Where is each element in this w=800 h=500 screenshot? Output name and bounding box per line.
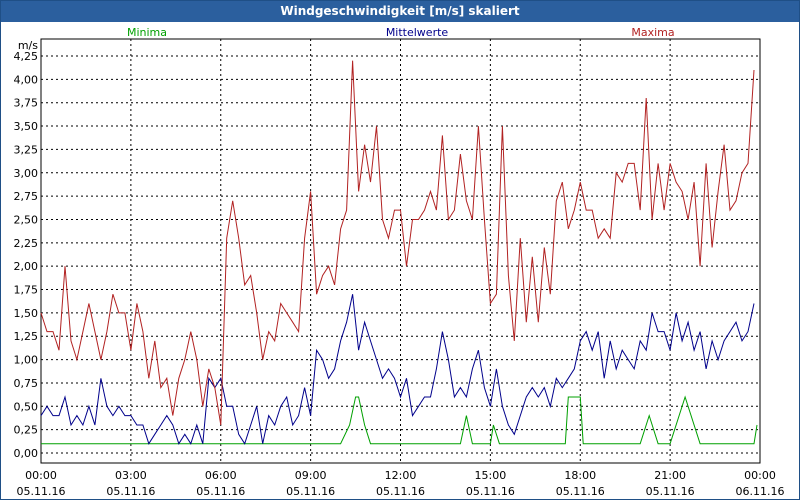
- x-tick-date: 06.11.16: [736, 485, 785, 498]
- x-tick-time: 12:00: [385, 469, 417, 482]
- y-tick-label: 2,50: [14, 213, 39, 226]
- x-tick-date: 05.11.16: [196, 485, 245, 498]
- x-tick-date: 05.11.16: [646, 485, 695, 498]
- chart-title: Windgeschwindigkeit [m/s] skaliert: [1, 1, 799, 22]
- x-tick-time: 18:00: [564, 469, 596, 482]
- y-tick-label: 0,50: [14, 400, 39, 413]
- x-tick-date: 05.11.16: [106, 485, 155, 498]
- y-tick-label: 1,00: [14, 354, 39, 367]
- y-axis-label: m/s: [18, 39, 38, 52]
- y-tick-label: 2,25: [14, 237, 39, 250]
- y-tick-label: 1,25: [14, 330, 39, 343]
- y-tick-label: 0,25: [14, 424, 39, 437]
- x-tick-time: 09:00: [295, 469, 327, 482]
- y-tick-label: 0,00: [14, 447, 39, 460]
- y-tick-label: 1,75: [14, 284, 39, 297]
- y-tick-label: 4,00: [14, 73, 39, 86]
- legend-maxima: Maxima: [631, 26, 674, 39]
- series-line-minima: [41, 395, 758, 445]
- legend-minima: Minima: [127, 26, 167, 39]
- y-tick-label: 3,50: [14, 120, 39, 133]
- y-tick-label: 2,00: [14, 260, 39, 273]
- y-tick-label: 2,75: [14, 190, 39, 203]
- x-tick-date: 05.11.16: [17, 485, 66, 498]
- x-tick-time: 03:00: [115, 469, 147, 482]
- series-line-mittelwerte: [40, 294, 755, 445]
- x-tick-date: 05.11.16: [466, 485, 515, 498]
- y-tick-label: 3,75: [14, 97, 39, 110]
- x-tick-time: 21:00: [654, 469, 686, 482]
- y-tick-label: 0,75: [14, 377, 39, 390]
- x-tick-time: 15:00: [475, 469, 507, 482]
- x-tick-date: 05.11.16: [286, 485, 335, 498]
- x-tick-date: 05.11.16: [376, 485, 425, 498]
- series-line-maxima: [40, 60, 755, 426]
- y-tick-label: 3,25: [14, 143, 39, 156]
- y-tick-label: 1,50: [14, 307, 39, 320]
- x-tick-date: 05.11.16: [556, 485, 605, 498]
- y-tick-label: 4,25: [14, 50, 39, 63]
- x-tick-time: 00:00: [744, 469, 776, 482]
- x-tick-time: 00:00: [25, 469, 57, 482]
- y-tick-label: 3,00: [14, 167, 39, 180]
- legend-mittelwerte: Mittelwerte: [386, 26, 449, 39]
- x-tick-time: 06:00: [205, 469, 237, 482]
